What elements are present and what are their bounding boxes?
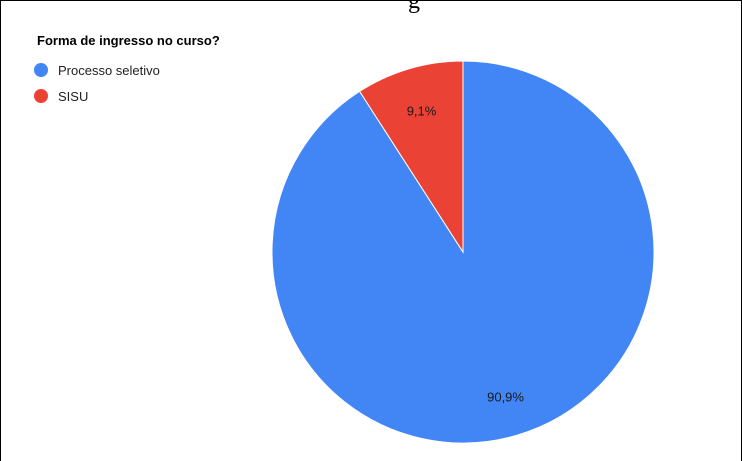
legend-label-sisu: SISU [58,88,89,104]
slice-label-sisu: 9,1% [407,103,437,118]
chart-legend: Processo seletivo SISU [34,62,160,114]
pie-slice-sisu [358,60,464,254]
slice-label-processo-seletivo: 90,9% [487,389,524,404]
page-header-fragment: g [0,0,742,18]
legend-item-processo-seletivo: Processo seletivo [34,62,160,78]
legend-swatch-processo-seletivo [34,63,48,77]
chart-title: Forma de ingresso no curso? [37,33,220,48]
header-fragment-text: g [408,0,420,14]
legend-swatch-sisu [34,89,48,103]
legend-label-processo-seletivo: Processo seletivo [58,62,160,78]
legend-item-sisu: SISU [34,88,160,104]
